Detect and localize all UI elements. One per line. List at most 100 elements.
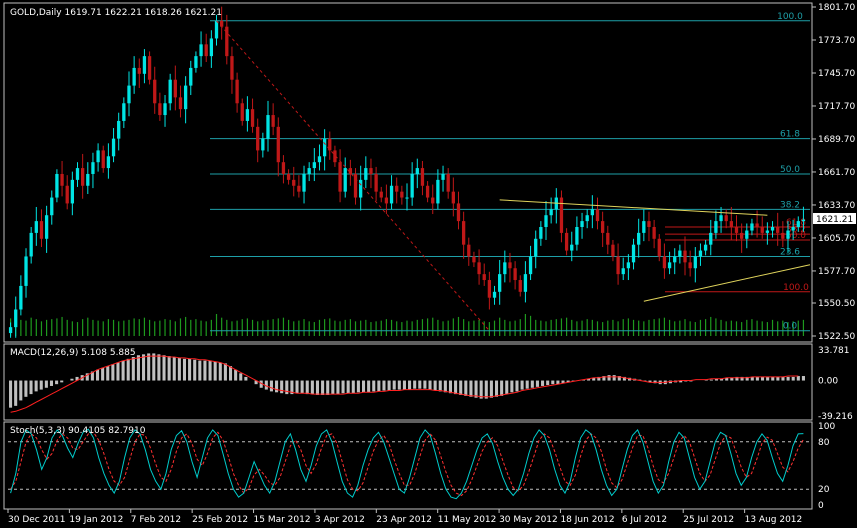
candle-body[interactable] xyxy=(467,244,471,257)
candle-body[interactable] xyxy=(688,262,692,269)
candle-body[interactable] xyxy=(168,79,172,104)
candle-body[interactable] xyxy=(698,250,703,257)
candle-body[interactable] xyxy=(781,232,785,239)
candle-body[interactable] xyxy=(600,221,605,233)
candle-body[interactable] xyxy=(34,221,38,233)
candle-body[interactable] xyxy=(235,79,239,104)
candle-body[interactable] xyxy=(642,221,646,233)
candle-body[interactable] xyxy=(570,244,574,251)
candle-body[interactable] xyxy=(729,221,733,228)
candle-body[interactable] xyxy=(575,227,579,245)
candle-body[interactable] xyxy=(441,173,445,180)
candle-body[interactable] xyxy=(472,256,476,263)
candle-body[interactable] xyxy=(147,56,152,80)
candle-body[interactable] xyxy=(796,221,800,228)
candle-body[interactable] xyxy=(451,191,455,204)
candle-body[interactable] xyxy=(137,67,141,74)
candle-body[interactable] xyxy=(297,185,301,192)
candle-body[interactable] xyxy=(693,256,697,269)
candle-body[interactable] xyxy=(153,79,157,104)
candle-body[interactable] xyxy=(183,85,188,110)
candle-body[interactable] xyxy=(456,203,461,222)
candle-body[interactable] xyxy=(709,232,713,245)
fib-anchor-line[interactable] xyxy=(216,20,490,332)
candle-body[interactable] xyxy=(276,126,280,163)
trendlines[interactable] xyxy=(216,20,811,332)
candle-body[interactable] xyxy=(70,179,75,204)
candle-body[interactable] xyxy=(703,244,708,251)
candle-body[interactable] xyxy=(122,103,126,121)
candle-body[interactable] xyxy=(564,232,569,251)
candle-body[interactable] xyxy=(91,162,95,174)
candle-body[interactable] xyxy=(266,115,270,139)
triangle-lower-trendline[interactable] xyxy=(643,264,811,302)
candle-body[interactable] xyxy=(29,232,33,257)
candle-body[interactable] xyxy=(616,256,620,275)
candle-body[interactable] xyxy=(683,250,687,263)
candle-body[interactable] xyxy=(281,162,286,174)
candle-body[interactable] xyxy=(240,103,244,121)
candle-body[interactable] xyxy=(523,274,528,292)
candle-body[interactable] xyxy=(209,38,214,57)
candle-body[interactable] xyxy=(662,256,667,269)
candle-body[interactable] xyxy=(178,97,183,110)
candle-body[interactable] xyxy=(214,20,219,39)
candle-body[interactable] xyxy=(60,173,64,186)
candle-body[interactable] xyxy=(163,103,167,116)
candle-body[interactable] xyxy=(359,179,363,198)
candle-body[interactable] xyxy=(307,168,311,174)
candle-body[interactable] xyxy=(312,162,316,169)
candle-body[interactable] xyxy=(631,244,636,263)
candle-body[interactable] xyxy=(96,150,100,163)
candle-body[interactable] xyxy=(256,126,260,151)
candle-body[interactable] xyxy=(482,274,486,281)
candle-body[interactable] xyxy=(436,179,440,204)
candle-body[interactable] xyxy=(379,191,383,198)
candle-body[interactable] xyxy=(395,185,399,192)
candle-body[interactable] xyxy=(626,262,631,269)
candle-body[interactable] xyxy=(549,209,553,216)
candle-body[interactable] xyxy=(508,262,512,269)
candle-body[interactable] xyxy=(503,262,507,275)
candle-body[interactable] xyxy=(606,232,610,245)
candle-body[interactable] xyxy=(647,221,651,228)
candle-body[interactable] xyxy=(343,168,347,192)
candle-body[interactable] xyxy=(364,168,368,180)
candle-body[interactable] xyxy=(158,103,162,116)
candle-body[interactable] xyxy=(328,138,332,151)
candle-body[interactable] xyxy=(487,280,492,298)
candle-body[interactable] xyxy=(384,197,389,204)
candle-body[interactable] xyxy=(673,256,677,263)
candle-body[interactable] xyxy=(101,150,105,169)
candle-body[interactable] xyxy=(286,173,291,180)
candle-body[interactable] xyxy=(415,168,419,174)
candle-body[interactable] xyxy=(348,168,353,174)
candle-body[interactable] xyxy=(559,197,564,233)
candle-body[interactable] xyxy=(44,215,49,239)
candle-body[interactable] xyxy=(678,250,682,257)
candle-body[interactable] xyxy=(801,219,806,222)
candle-body[interactable] xyxy=(389,185,394,204)
candle-body[interactable] xyxy=(39,221,44,239)
candle-body[interactable] xyxy=(369,168,373,174)
candle-body[interactable] xyxy=(127,85,131,104)
candle-body[interactable] xyxy=(760,227,764,233)
candle-body[interactable] xyxy=(86,173,90,186)
candle-body[interactable] xyxy=(513,268,517,281)
candle-body[interactable] xyxy=(194,56,198,68)
candle-body[interactable] xyxy=(534,238,538,257)
candle-body[interactable] xyxy=(719,215,723,222)
candle-body[interactable] xyxy=(374,173,378,192)
candle-body[interactable] xyxy=(271,115,275,127)
candle-body[interactable] xyxy=(19,285,23,310)
candle-body[interactable] xyxy=(621,268,625,275)
candle-body[interactable] xyxy=(405,197,409,199)
candle-body[interactable] xyxy=(734,227,739,233)
candle-body[interactable] xyxy=(755,223,759,228)
candle-body[interactable] xyxy=(24,256,28,286)
candle-body[interactable] xyxy=(461,221,466,245)
candle-body[interactable] xyxy=(75,168,80,180)
candle-body[interactable] xyxy=(173,79,177,98)
candle-body[interactable] xyxy=(117,120,121,139)
candle-body[interactable] xyxy=(786,230,790,239)
